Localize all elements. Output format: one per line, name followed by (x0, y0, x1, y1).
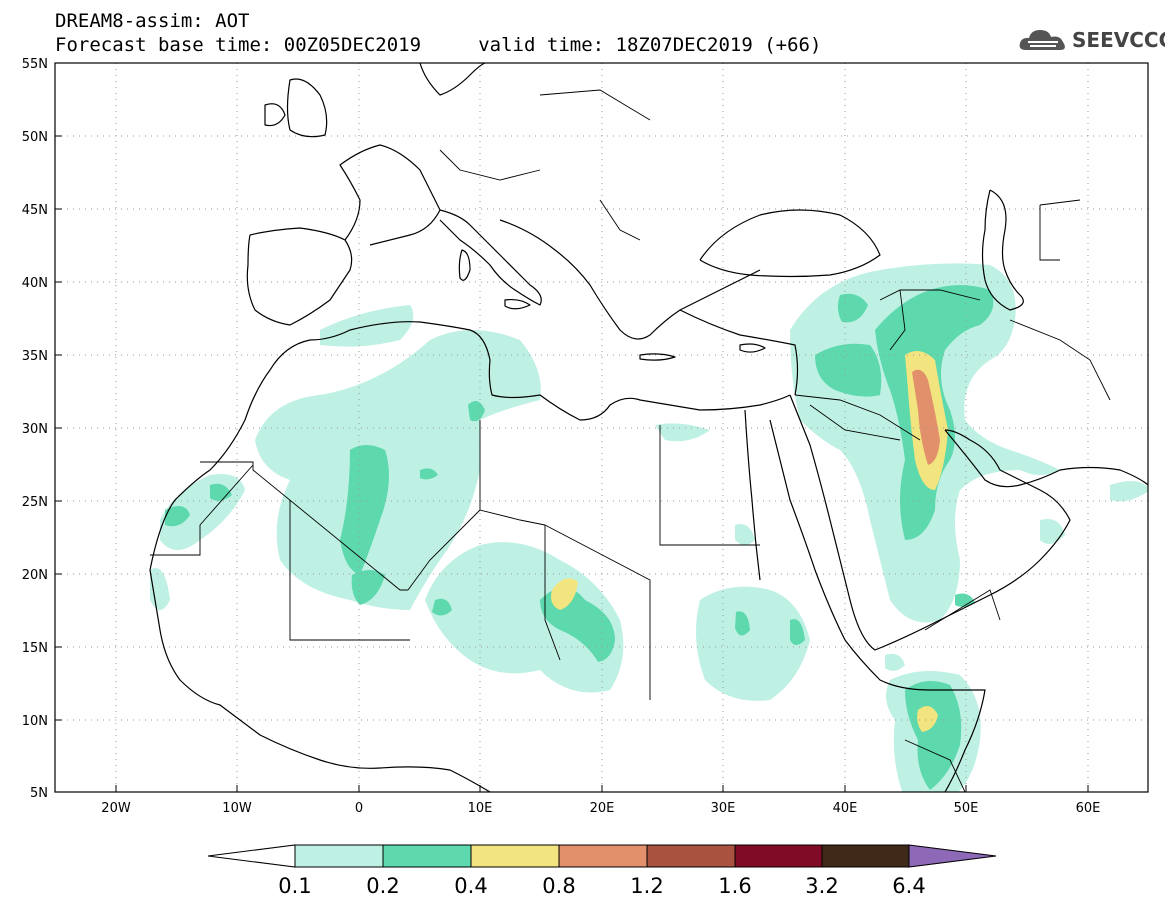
map-title: DREAM8-assim: AOT (55, 10, 250, 32)
colorbar-label: 0.4 (454, 874, 487, 898)
lon-tick-label: 30E (711, 801, 736, 816)
lon-tick-label: 50E (954, 801, 979, 816)
colorbar-label: 1.6 (718, 874, 751, 898)
lat-tick-label: 50N (22, 130, 48, 145)
forecast-time-label: Forecast base time: 00Z05DEC2019 valid t… (55, 34, 822, 56)
colorbar-bin (734, 844, 823, 868)
country-borders (150, 89, 1111, 792)
colorbar-right-arrow (908, 844, 997, 868)
lat-tick-label: 40N (22, 276, 48, 291)
lon-tick-label: 40E (833, 801, 858, 816)
lat-tick-label: 10N (22, 714, 48, 729)
colorbar-label: 0.1 (278, 874, 311, 898)
lat-tick-label: 55N (22, 57, 48, 72)
lon-tick-label: 60E (1076, 801, 1101, 816)
colorbar-bin (294, 844, 384, 868)
colorbar-bin (646, 844, 736, 868)
lat-tick-label: 5N (30, 786, 48, 801)
coastlines (149, 63, 1148, 792)
aot-field (55, 63, 1148, 792)
colorbar (207, 844, 997, 868)
lon-tick-label: 0 (355, 801, 363, 816)
colorbar-bin (821, 844, 910, 868)
lat-tick-label: 25N (22, 495, 48, 510)
colorbar-label: 0.2 (366, 874, 399, 898)
lat-tick-label: 15N (22, 641, 48, 656)
lon-tick-label: 10E (468, 801, 493, 816)
lat-tick-label: 20N (22, 568, 48, 583)
lon-tick-label: 10W (222, 801, 252, 816)
lon-tick-label: 20W (101, 801, 131, 816)
colorbar-left-arrow (207, 844, 296, 868)
colorbar-bin (382, 844, 472, 868)
colorbar-bin (470, 844, 560, 868)
colorbar-label: 0.8 (542, 874, 575, 898)
lat-tick-label: 35N (22, 349, 48, 364)
colorbar-bin (558, 844, 648, 868)
cloud-logo-icon (1019, 30, 1065, 50)
lat-tick-label: 30N (22, 422, 48, 437)
seevccc-logo-text: SEEVCCC (1072, 28, 1165, 52)
colorbar-label: 1.2 (630, 874, 663, 898)
lon-tick-label: 20E (590, 801, 615, 816)
lat-tick-label: 45N (22, 203, 48, 218)
colorbar-label: 3.2 (805, 874, 838, 898)
colorbar-label: 6.4 (892, 874, 925, 898)
